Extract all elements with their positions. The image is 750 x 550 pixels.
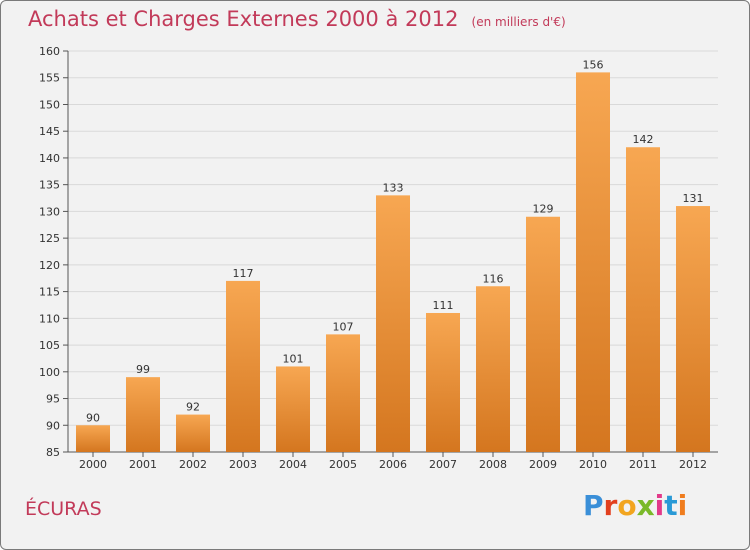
data-label-2007: 111 [433, 299, 454, 312]
data-label-2000: 90 [86, 411, 100, 424]
data-label-2004: 101 [283, 352, 304, 365]
x-tick-label-2007: 2007 [429, 458, 457, 471]
y-tick-label: 150 [39, 98, 60, 111]
bar-2008 [476, 286, 510, 452]
data-label-2001: 99 [136, 363, 150, 376]
data-label-2011: 142 [633, 133, 654, 146]
chart-subtitle: (en milliers d'€) [471, 15, 566, 29]
x-tick-label-2009: 2009 [529, 458, 557, 471]
x-tick-label-2004: 2004 [279, 458, 307, 471]
brand-letter: P [583, 489, 604, 522]
y-tick-label: 160 [39, 45, 60, 58]
data-label-2008: 116 [483, 272, 504, 285]
bar-2011 [626, 147, 660, 453]
x-tick-label-2003: 2003 [229, 458, 257, 471]
brand-letter: t [664, 489, 678, 522]
y-tick-label: 120 [39, 259, 60, 272]
x-tick-label-2008: 2008 [479, 458, 507, 471]
bar-2012 [676, 206, 710, 452]
data-label-2012: 131 [683, 192, 704, 205]
data-label-2002: 92 [186, 401, 200, 414]
x-tick-label-2006: 2006 [379, 458, 407, 471]
bar-2009 [526, 216, 560, 452]
y-tick-label: 140 [39, 152, 60, 165]
y-tick-label: 145 [39, 125, 60, 138]
y-tick-label: 125 [39, 232, 60, 245]
brand-letter: i [654, 489, 665, 522]
chart-title: Achats et Charges Externes 2000 à 2012 [28, 7, 459, 31]
y-tick-label: 130 [39, 205, 60, 218]
bar-2006 [376, 195, 410, 453]
x-tick-label-2002: 2002 [179, 458, 207, 471]
y-tick-label: 155 [39, 72, 60, 85]
y-tick-label: 95 [46, 393, 60, 406]
data-label-2009: 129 [533, 203, 554, 216]
bar-2010 [576, 72, 610, 453]
data-label-2003: 117 [233, 267, 254, 280]
bar-2007 [426, 312, 460, 452]
data-label-2005: 107 [333, 320, 354, 333]
brand-letter: i [677, 489, 688, 522]
y-tick-label: 115 [39, 286, 60, 299]
y-tick-labels: 85 90 95 100 105 110 115 120 125 130 135 140 145 150 1… [39, 45, 60, 459]
y-tick-label: 90 [46, 419, 60, 432]
x-tick-label-2010: 2010 [579, 458, 607, 471]
brand-letter: r [603, 489, 618, 522]
y-tick-label: 85 [46, 446, 60, 459]
bar-2004 [276, 366, 310, 452]
brand-letter: o [617, 489, 637, 522]
brand-letter: x [636, 489, 655, 522]
x-tick-label-2005: 2005 [329, 458, 357, 471]
x-tick-label-2012: 2012 [679, 458, 707, 471]
y-tick-label: 105 [39, 339, 60, 352]
place-name: ÉCURAS [25, 498, 102, 520]
data-label-2006: 133 [383, 181, 404, 194]
y-tick-label: 100 [39, 366, 60, 379]
bar-2000 [76, 425, 110, 452]
bars [76, 72, 710, 453]
x-tick-labels: 2000 2001 2002 2003 2004 2005 2006 2007 2008 2009… [79, 458, 707, 471]
bar-2005 [326, 334, 360, 452]
y-tick-label: 110 [39, 312, 60, 325]
data-labels: 90 99 92 117 101 107 133 111 116 129 156 142 131 [86, 58, 704, 424]
chart-header: Achats et Charges Externes 2000 à 2012 (… [28, 7, 566, 31]
bar-2003 [226, 280, 260, 452]
bar-2002 [176, 414, 210, 452]
x-tick-label-2000: 2000 [79, 458, 107, 471]
data-label-2010: 156 [583, 58, 604, 71]
brand-logo: Proxiti [583, 489, 687, 522]
y-tick-label: 135 [39, 179, 60, 192]
x-tick-label-2011: 2011 [629, 458, 657, 471]
bar-2001 [126, 377, 160, 452]
x-tick-label-2001: 2001 [129, 458, 157, 471]
